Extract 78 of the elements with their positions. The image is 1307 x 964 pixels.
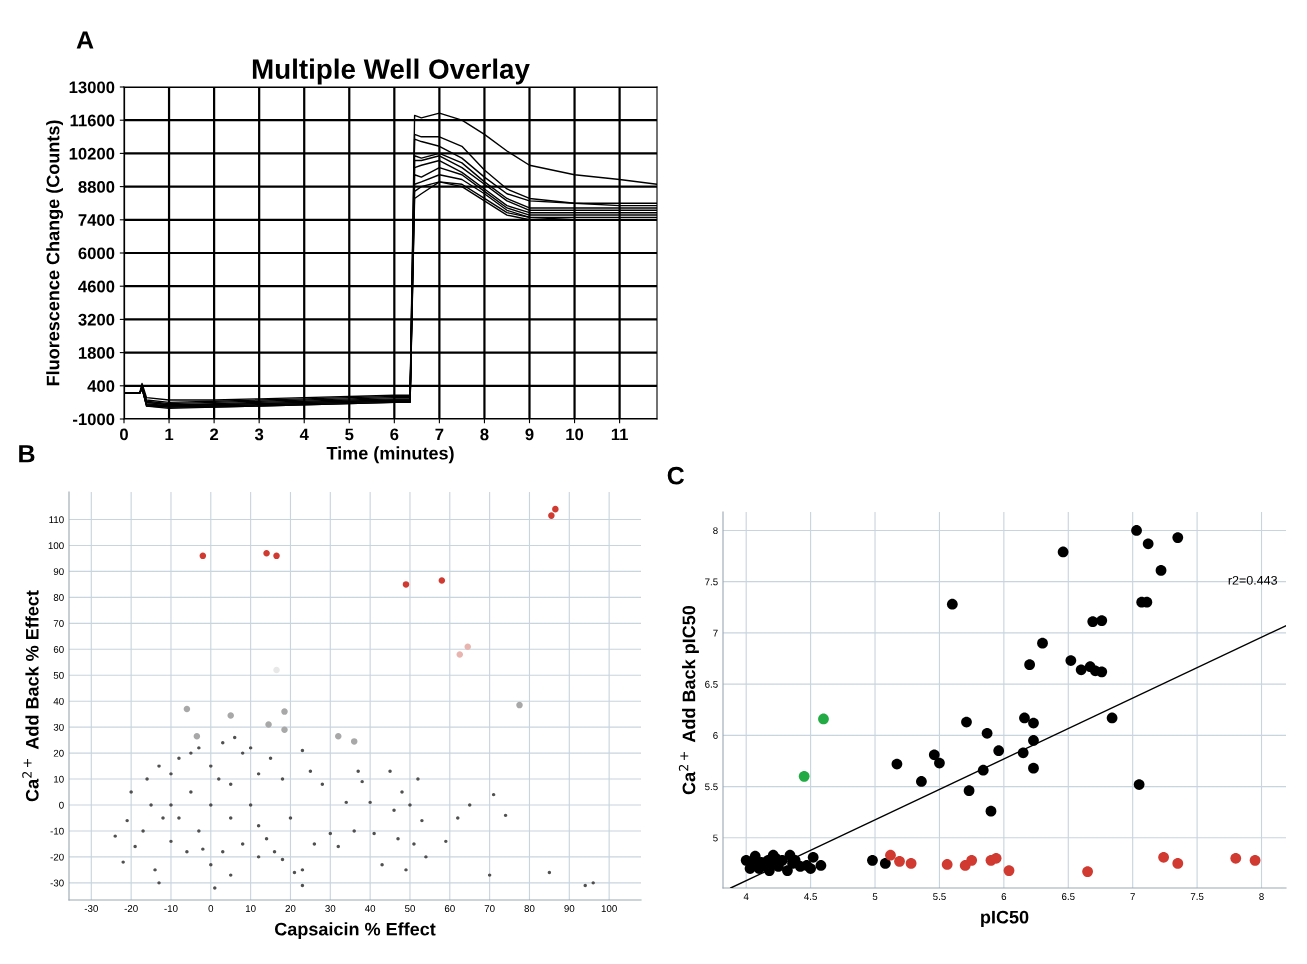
x-axis-title: Capsaicin % Effect — [274, 922, 436, 940]
x-tick-label: 9 — [525, 428, 534, 441]
x-tick-label: -10 — [164, 905, 178, 912]
y-tick-label: 3200 — [78, 313, 115, 326]
x-tick-label: 4 — [299, 428, 309, 441]
y-tick-label: 110 — [49, 516, 64, 524]
text: C — [667, 466, 685, 485]
y-tick-label: 10 — [54, 775, 64, 783]
x-tick-label: 11 — [611, 428, 628, 441]
y-tick-label: 1800 — [78, 347, 115, 359]
y-tick-label: 50 — [53, 671, 64, 679]
x-tick-label: 50 — [404, 905, 415, 912]
x-tick-label: 10 — [245, 905, 256, 912]
x-tick-label: 8 — [480, 428, 489, 441]
y-tick-label: 20 — [53, 749, 64, 757]
y-tick-label: 80 — [53, 594, 64, 601]
x-tick-label: 2 — [210, 428, 219, 441]
y-tick-label: 4600 — [78, 280, 115, 293]
chart-title: Multiple Well Overlay — [252, 58, 530, 85]
x-tick-label: 5 — [872, 893, 878, 900]
y-tick-label: 7.5 — [705, 578, 718, 586]
y-tick-label: 10200 — [69, 147, 115, 160]
y-axis-title: Ca$^{2+}$ Add Back pIC50 — [678, 605, 699, 795]
y-tick-label: -20 — [50, 853, 64, 861]
x-tick-label: 1 — [165, 428, 174, 441]
x-tick-label: 90 — [564, 905, 575, 912]
x-axis-title: Time (minutes) — [326, 446, 454, 464]
x-tick-label: 5 — [345, 428, 354, 441]
x-tick-label: 20 — [285, 905, 296, 912]
y-tick-label: 40 — [53, 697, 64, 705]
annotation: r2=0.443 — [1228, 575, 1278, 585]
y-tick-label: 6000 — [78, 247, 115, 260]
x-tick-label: 60 — [444, 905, 455, 912]
x-tick-label: 4.5 — [804, 893, 817, 900]
y-tick-label: 6.5 — [705, 680, 718, 688]
y-tick-label: 8 — [713, 527, 718, 535]
x-tick-label: 6.5 — [1062, 893, 1075, 900]
y-tick-label: -10 — [50, 827, 64, 835]
y-tick-label: -30 — [50, 879, 64, 887]
y-tick-label: 13000 — [69, 81, 115, 94]
x-tick-label: 30 — [325, 905, 336, 912]
x-tick-label: 40 — [364, 905, 376, 912]
x-axis-title: pIC50 — [981, 910, 1029, 928]
x-tick-label: 80 — [524, 905, 535, 912]
y-axis-title: Ca$^{2+}$ Add Back % Effect — [22, 590, 39, 802]
y-tick-label: 8800 — [78, 181, 115, 193]
y-tick-label: 0 — [59, 801, 64, 809]
y-tick-label: 100 — [48, 542, 64, 550]
y-tick-label: 6 — [713, 732, 718, 739]
x-tick-label: 7.5 — [1190, 893, 1204, 900]
text: B — [19, 445, 35, 463]
y-tick-label: 7400 — [78, 214, 115, 226]
y-tick-label: -1000 — [73, 413, 115, 426]
y-tick-label: 5 — [713, 834, 718, 842]
x-tick-label: 10 — [566, 428, 584, 441]
y-tick-label: 5.5 — [705, 783, 718, 791]
x-tick-label: 4 — [743, 893, 749, 900]
y-tick-label: 7 — [713, 629, 718, 637]
y-tick-label: 60 — [53, 646, 64, 653]
text: A — [76, 31, 94, 49]
x-tick-label: 3 — [254, 428, 264, 441]
x-tick-label: 6 — [390, 428, 399, 441]
y-tick-label: 30 — [53, 723, 64, 731]
x-tick-label: -20 — [124, 905, 138, 912]
y-tick-label: 70 — [53, 620, 64, 627]
x-tick-label: 0 — [120, 428, 128, 441]
y-tick-label: 400 — [87, 380, 115, 392]
y-tick-label: 90 — [53, 568, 64, 576]
x-tick-label: 8 — [1259, 893, 1264, 900]
y-tick-label: 11600 — [70, 114, 115, 127]
x-tick-label: 100 — [601, 905, 617, 912]
x-tick-label: 7 — [1130, 893, 1135, 900]
x-tick-label: 0 — [208, 905, 214, 912]
x-tick-label: 5.5 — [933, 893, 946, 900]
x-tick-label: 6 — [1001, 893, 1007, 900]
x-tick-label: 70 — [484, 905, 495, 912]
x-tick-label: 7 — [435, 428, 444, 441]
y-axis-title: Fluorescence Change (Counts) — [46, 120, 64, 386]
